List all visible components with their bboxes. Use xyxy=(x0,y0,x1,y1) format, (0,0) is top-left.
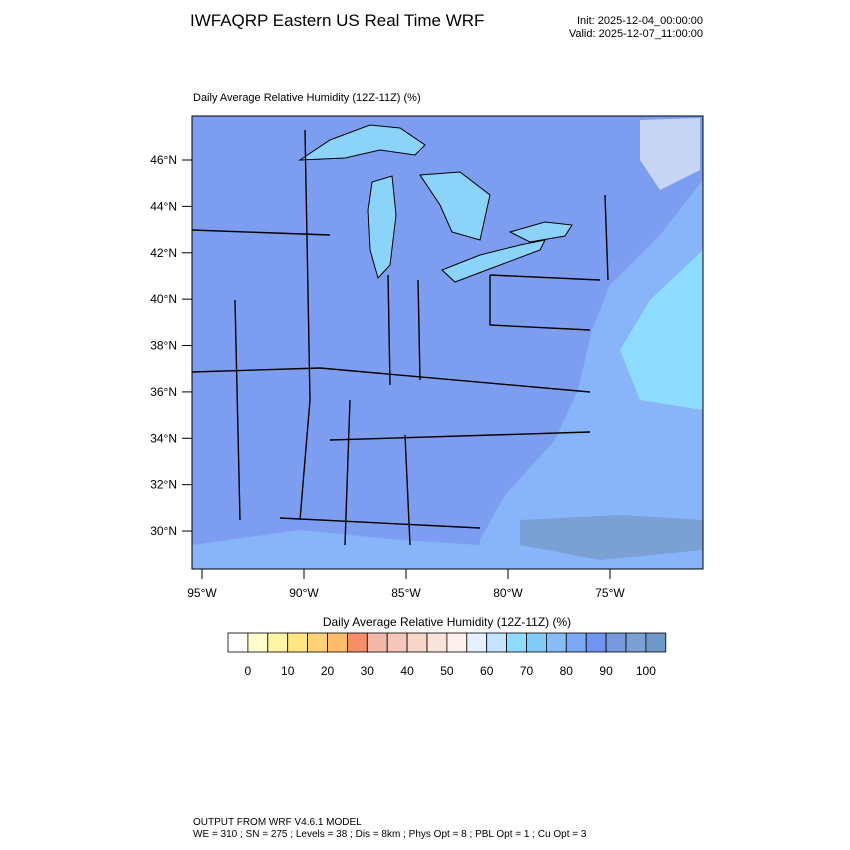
colorbar-label: 20 xyxy=(321,664,335,678)
colorbar-label: 70 xyxy=(520,664,534,678)
lat-tick-label: 44°N xyxy=(150,199,177,213)
colorbar-box xyxy=(486,632,508,653)
dry-patch xyxy=(640,118,700,190)
lat-tick-label: 32°N xyxy=(150,478,177,492)
colorbar-box xyxy=(506,632,527,653)
lake-huron xyxy=(419,171,491,241)
lat-tick-label: 42°N xyxy=(150,246,177,260)
ocean xyxy=(480,180,703,569)
gulf xyxy=(192,530,480,569)
colorbar-box xyxy=(346,632,368,653)
footer-line: WE = 310 ; SN = 275 ; Levels = 38 ; Dis … xyxy=(193,829,587,840)
colorbar-box xyxy=(565,632,587,653)
footer-line: OUTPUT FROM WRF V4.6.1 MODEL xyxy=(193,817,362,828)
lake-michigan xyxy=(367,175,397,279)
lat-tick-label: 36°N xyxy=(150,385,177,399)
colorbar-label: 40 xyxy=(400,664,414,678)
colorbar-label: 80 xyxy=(560,664,574,678)
colorbar-label: 30 xyxy=(361,664,375,678)
colorbar-label: 100 xyxy=(636,664,656,678)
map-subtitle: Daily Average Relative Humidity (12Z-11Z… xyxy=(193,92,421,104)
colorbar-box xyxy=(267,632,289,653)
colorbar-box xyxy=(645,632,667,653)
colorbar-box xyxy=(466,632,488,653)
ocean-humid xyxy=(620,250,703,410)
lake-erie xyxy=(441,239,546,283)
ocean-moist xyxy=(520,515,703,560)
lat-tick-label: 30°N xyxy=(150,524,177,538)
colorbar-box xyxy=(605,632,627,653)
map-ticks: 46°N 44°N 42°N 40°N 38°N 36°N 34°N 32°N 30°N 95°W… xyxy=(150,153,625,600)
valid-time: Valid: 2025-12-07_11:00:00 xyxy=(569,28,703,40)
colorbar-label: 10 xyxy=(281,664,295,678)
colorbar-box xyxy=(546,632,567,653)
lat-tick-label: 46°N xyxy=(150,153,177,167)
lon-tick-label: 90°W xyxy=(289,586,319,600)
lon-tick-label: 80°W xyxy=(493,586,523,600)
colorbar-box xyxy=(247,632,269,653)
colorbar-box xyxy=(287,632,309,653)
colorbar-box xyxy=(426,632,448,653)
colorbar-box xyxy=(585,632,607,653)
lon-tick-label: 75°W xyxy=(595,586,625,600)
lake-ontario xyxy=(508,221,573,243)
colorbar-label: 60 xyxy=(480,664,494,678)
colorbar-box xyxy=(526,632,547,653)
colorbar-box xyxy=(327,632,348,653)
colorbar-box xyxy=(625,632,647,653)
lake-superior xyxy=(298,124,426,161)
colorbar-box xyxy=(386,632,408,653)
map-frame xyxy=(191,115,704,570)
colorbar-box xyxy=(366,632,388,653)
lon-tick-label: 95°W xyxy=(187,586,217,600)
colorbar-box xyxy=(227,632,249,653)
colorbar-title: Daily Average Relative Humidity (12Z-11Z… xyxy=(323,615,571,629)
colorbar-box xyxy=(446,632,468,653)
state-borders xyxy=(192,129,609,546)
colorbar-label: 90 xyxy=(599,664,613,678)
lat-tick-label: 40°N xyxy=(150,292,177,306)
colorbar-box xyxy=(406,632,428,653)
colorbar-label: 0 xyxy=(245,664,252,678)
lat-tick-label: 38°N xyxy=(150,339,177,353)
map-field xyxy=(192,116,703,569)
colorbar-box xyxy=(307,632,328,653)
title: IWFAQRP Eastern US Real Time WRF xyxy=(190,11,484,30)
lon-tick-label: 85°W xyxy=(391,586,421,600)
init-time: Init: 2025-12-04_00:00:00 xyxy=(577,15,703,27)
colorbar: 0 10 20 30 40 50 60 70 80 90 100 xyxy=(227,632,667,678)
lat-tick-label: 34°N xyxy=(150,431,177,445)
colorbar-label: 50 xyxy=(440,664,454,678)
